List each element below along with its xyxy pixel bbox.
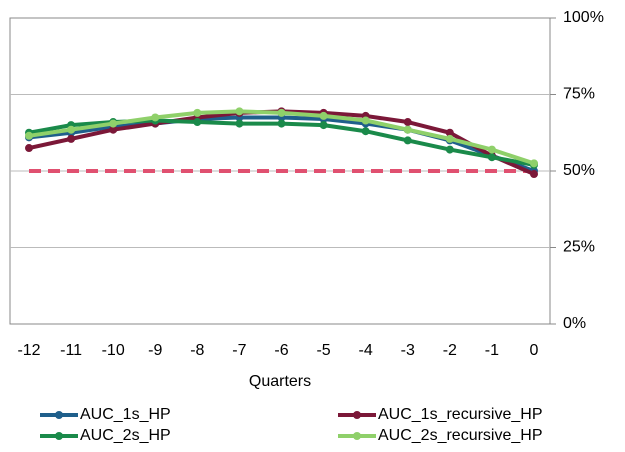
x-tick-label: -4	[359, 342, 373, 359]
y-tick-label: 0%	[563, 315, 586, 332]
x-tick-label: 0	[530, 342, 539, 359]
data-point	[403, 118, 412, 127]
legend-label: AUC_2s_recursive_HP	[378, 427, 543, 444]
data-point	[319, 121, 328, 130]
x-tick-label: -2	[443, 342, 457, 359]
x-tick-label: -9	[148, 342, 162, 359]
data-point	[487, 153, 496, 162]
data-point	[487, 145, 496, 154]
x-tick-label: -1	[485, 342, 499, 359]
data-point	[67, 134, 76, 143]
data-point	[530, 159, 538, 168]
x-tick-label: -10	[102, 342, 125, 359]
data-point	[445, 128, 454, 137]
x-tick-label: -3	[401, 342, 415, 359]
data-point	[403, 136, 412, 145]
x-axis-label: Quarters	[249, 373, 311, 390]
data-point	[109, 119, 118, 128]
data-point	[277, 108, 286, 117]
legend-label: AUC_1s_HP	[80, 406, 171, 423]
data-point	[67, 125, 76, 134]
y-tick-label: 75%	[563, 86, 595, 103]
x-tick-label: -11	[60, 342, 82, 359]
data-point	[530, 170, 538, 179]
data-point	[277, 119, 286, 128]
legend-label: AUC_2s_HP	[80, 427, 171, 444]
data-point	[193, 108, 202, 117]
x-tick-label: -5	[316, 342, 330, 359]
data-point	[403, 125, 412, 134]
data-point	[445, 145, 454, 154]
legend-marker	[353, 411, 361, 419]
x-tick-label: -7	[232, 342, 246, 359]
data-point	[235, 107, 244, 116]
data-point	[25, 131, 33, 140]
data-point	[361, 116, 370, 125]
y-tick-label: 100%	[563, 9, 604, 26]
legend-label: AUC_1s_recursive_HP	[378, 406, 543, 423]
y-tick-label: 50%	[563, 162, 595, 179]
data-point	[319, 111, 328, 120]
data-point	[109, 125, 118, 134]
y-tick-label: 25%	[563, 239, 595, 256]
legend-marker	[353, 432, 361, 440]
data-point	[25, 144, 33, 153]
x-tick-label: -12	[17, 342, 40, 359]
data-point	[235, 119, 244, 128]
legend-marker	[55, 411, 63, 419]
data-point	[445, 134, 454, 143]
x-tick-label: -8	[190, 342, 204, 359]
data-point	[151, 113, 160, 122]
legend-marker	[55, 432, 63, 440]
data-point	[193, 118, 202, 127]
x-tick-label: -6	[274, 342, 288, 359]
data-point	[361, 127, 370, 136]
